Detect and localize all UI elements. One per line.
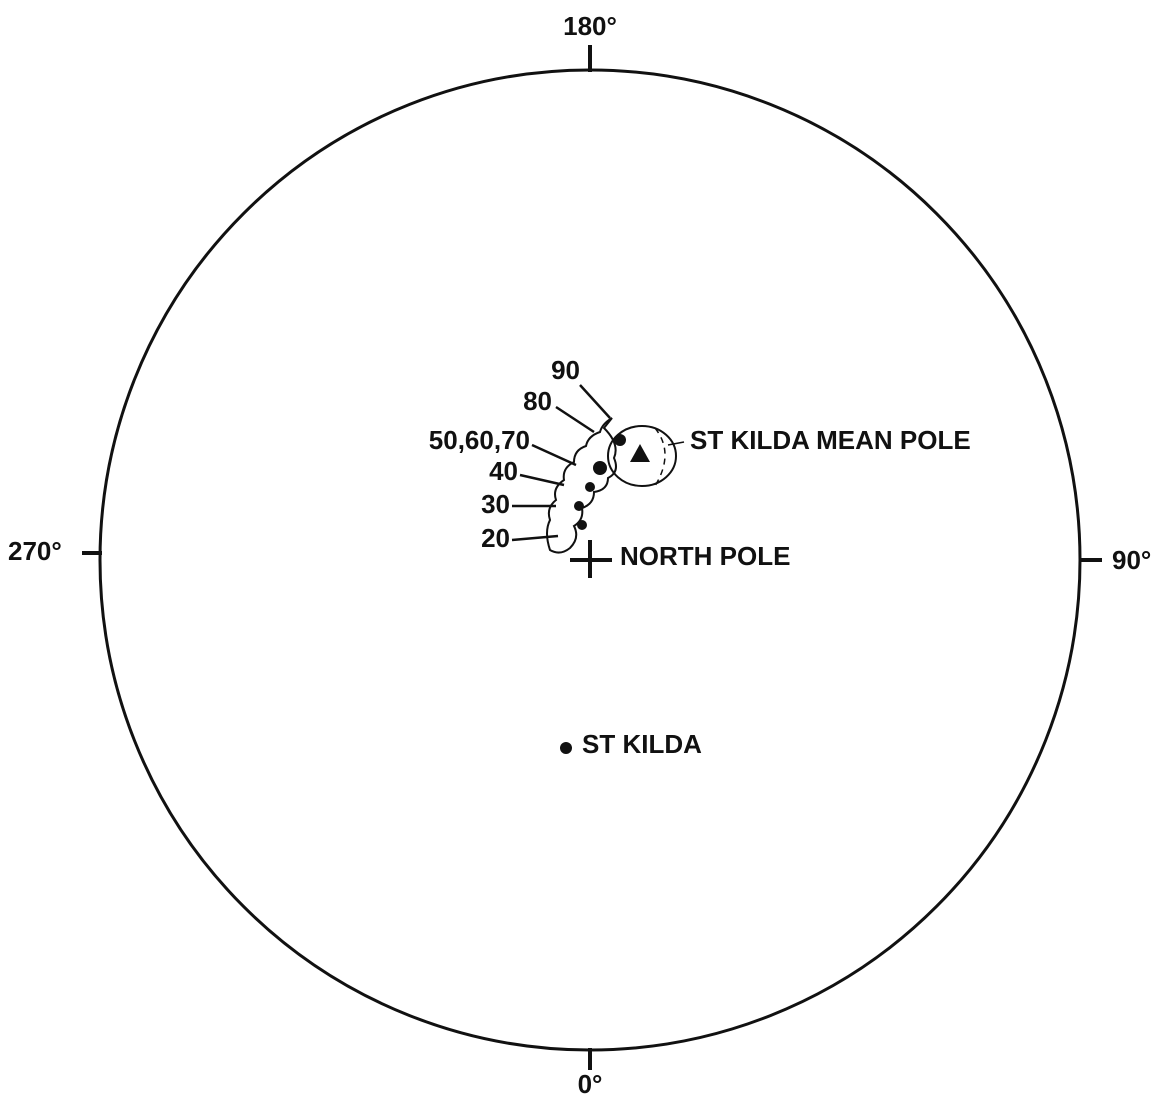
- pole-dot: [577, 520, 587, 530]
- site-dot: [560, 742, 572, 754]
- dashed-arc: [654, 427, 666, 487]
- leader-line: [667, 441, 685, 446]
- pole-dot: [585, 482, 595, 492]
- age-label: 30: [481, 489, 510, 519]
- age-label: 20: [481, 523, 510, 553]
- pole-dot: [593, 461, 607, 475]
- pole-path-envelope: [546, 417, 617, 554]
- age-label: 80: [523, 386, 552, 416]
- arrows: [511, 384, 611, 542]
- age-label: 40: [489, 456, 518, 486]
- annotation: ST KILDA: [582, 729, 702, 759]
- bearing-label: 0°: [578, 1069, 603, 1099]
- bearing-label: 90°: [1112, 545, 1151, 575]
- mean-pole-triangle: [630, 444, 650, 462]
- age-label: 50,60,70: [429, 425, 530, 455]
- bearing-label: 180°: [563, 11, 617, 41]
- north-pole-cross: [570, 540, 612, 578]
- annotation: ST KILDA MEAN POLE: [690, 425, 971, 455]
- bearing-label: 270°: [8, 536, 62, 566]
- pole-dot: [574, 501, 584, 511]
- age-label: 90: [551, 355, 580, 385]
- annotation: NORTH POLE: [620, 541, 790, 571]
- mean-pole-oval: [607, 425, 677, 487]
- pole-dot: [614, 434, 626, 446]
